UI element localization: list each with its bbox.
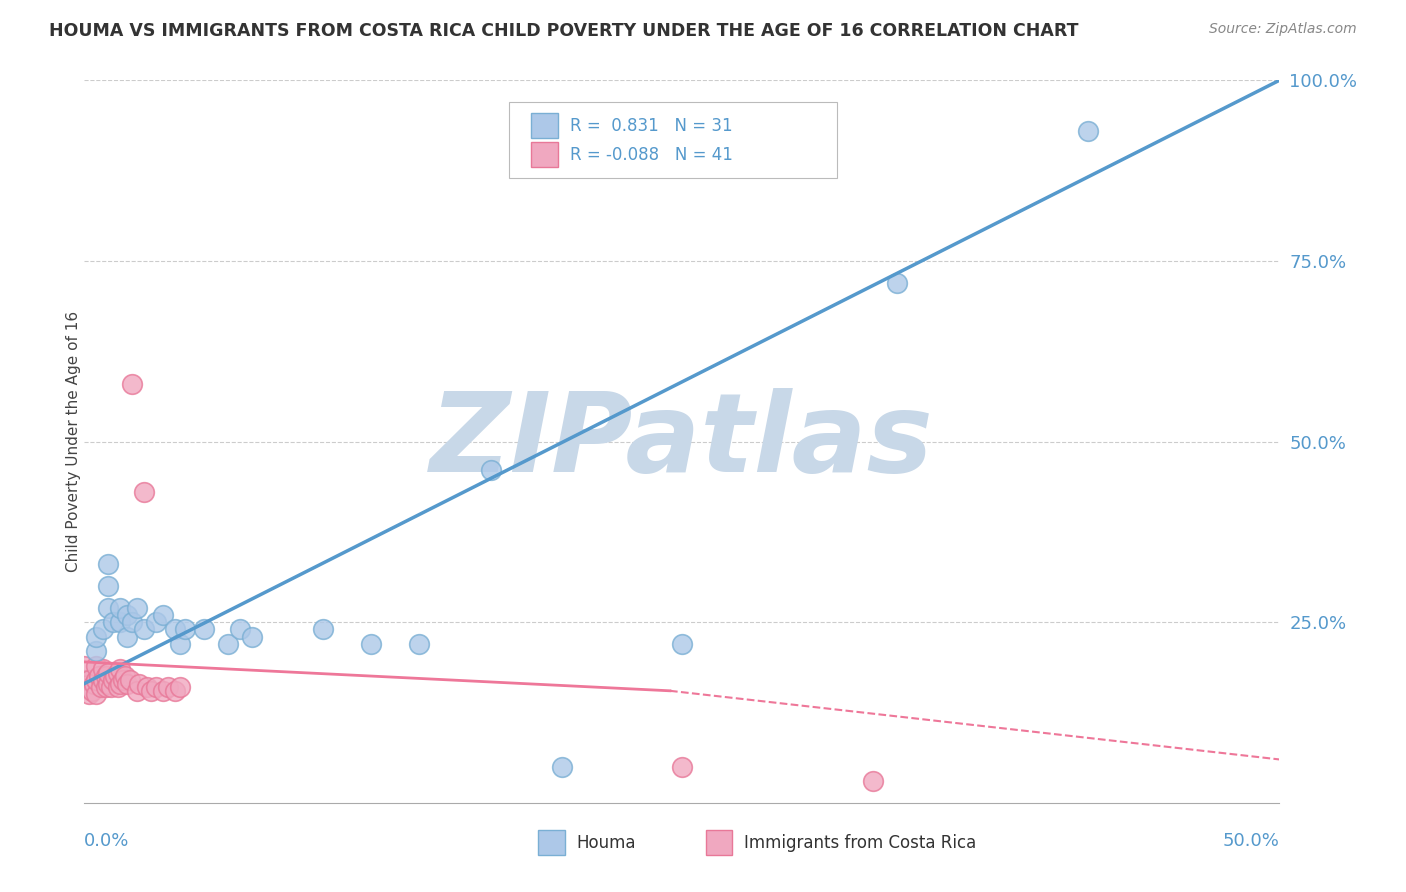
Text: Immigrants from Costa Rica: Immigrants from Costa Rica (744, 833, 976, 852)
Point (87, 669, 110, 683)
Point (152, 607, 174, 622)
FancyBboxPatch shape (509, 102, 838, 178)
Point (132, 485, 156, 500)
Point (165, 683, 187, 698)
FancyBboxPatch shape (531, 113, 558, 138)
Point (110, 600, 132, 615)
Point (125, 600, 148, 615)
Point (86, 687, 108, 701)
Point (193, 623, 215, 637)
Point (169, 637, 191, 651)
Point (93, 662, 115, 676)
Point (97, 600, 120, 615)
Point (93, 623, 115, 637)
Point (80, 683, 103, 698)
Point (94, 680, 117, 694)
Point (110, 615, 132, 630)
Point (125, 683, 148, 698)
Point (107, 665, 129, 680)
Point (73, 673, 96, 687)
Point (128, 676, 150, 690)
Point (83, 676, 105, 690)
Point (145, 680, 167, 694)
Point (101, 615, 124, 630)
Text: 0.0%: 0.0% (84, 831, 129, 850)
Point (97, 676, 120, 690)
Point (165, 623, 187, 637)
Point (862, 774, 884, 789)
Point (73, 658, 96, 673)
Point (86, 644, 108, 658)
Text: Houma: Houma (576, 833, 637, 852)
Point (479, 463, 502, 477)
Point (77, 687, 100, 701)
Point (97, 558, 120, 572)
Point (240, 630, 263, 644)
Point (157, 680, 180, 694)
FancyBboxPatch shape (538, 830, 565, 855)
Point (90, 680, 112, 694)
Point (173, 623, 195, 637)
Point (114, 669, 136, 683)
Point (110, 676, 132, 690)
Point (77, 673, 100, 687)
Text: R = -0.088   N = 41: R = -0.088 N = 41 (569, 145, 733, 164)
Point (86, 658, 108, 673)
Point (152, 683, 174, 698)
Point (551, 760, 574, 774)
Point (86, 630, 108, 644)
Point (886, 276, 908, 290)
Text: Source: ZipAtlas.com: Source: ZipAtlas.com (1209, 22, 1357, 37)
Point (118, 673, 141, 687)
FancyBboxPatch shape (706, 830, 733, 855)
Point (121, 615, 143, 630)
Point (229, 623, 252, 637)
Point (97, 579, 120, 593)
Point (117, 607, 139, 622)
Point (408, 637, 430, 651)
Point (145, 615, 167, 630)
Point (110, 662, 132, 676)
Point (97, 665, 120, 680)
Point (104, 669, 127, 683)
Point (100, 680, 122, 694)
Point (671, 637, 693, 651)
Point (86, 673, 108, 687)
Point (135, 680, 157, 694)
Point (1077, 124, 1099, 138)
Point (93, 673, 115, 687)
Point (217, 637, 239, 651)
Point (132, 623, 156, 637)
Point (671, 760, 693, 774)
Point (141, 683, 163, 698)
Text: ZIPatlas: ZIPatlas (430, 388, 934, 495)
Point (169, 680, 191, 694)
Text: 50.0%: 50.0% (1223, 831, 1279, 850)
Point (360, 637, 382, 651)
Point (121, 376, 143, 391)
Point (101, 673, 124, 687)
Text: R =  0.831   N = 31: R = 0.831 N = 31 (569, 117, 733, 135)
Point (94, 669, 117, 683)
Point (111, 673, 134, 687)
Point (107, 680, 129, 694)
Point (312, 623, 335, 637)
FancyBboxPatch shape (531, 142, 558, 167)
Point (117, 676, 139, 690)
Point (117, 630, 139, 644)
Y-axis label: Child Poverty Under the Age of 16: Child Poverty Under the Age of 16 (66, 311, 80, 572)
Text: HOUMA VS IMMIGRANTS FROM COSTA RICA CHILD POVERTY UNDER THE AGE OF 16 CORRELATIO: HOUMA VS IMMIGRANTS FROM COSTA RICA CHIL… (49, 22, 1078, 40)
